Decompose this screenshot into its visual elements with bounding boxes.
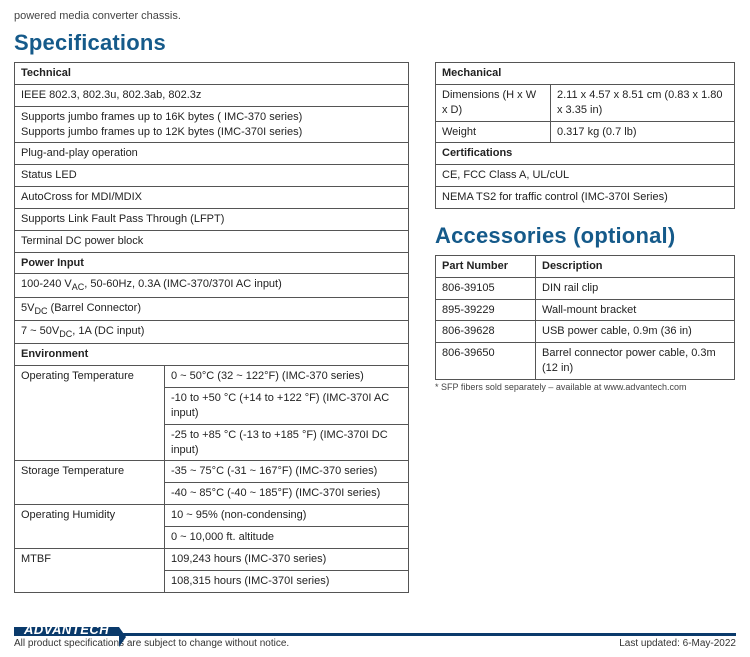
env-label: Operating Humidity: [15, 505, 165, 549]
environment-header: Environment: [15, 344, 409, 366]
power-row: 100-240 VAC, 50-60Hz, 0.3A (IMC-370/370I…: [15, 274, 409, 297]
table-row: 895-39229 Wall-mount bracket: [436, 299, 735, 321]
mech-value: 2.11 x 4.57 x 8.51 cm (0.83 x 1.80 x 3.3…: [551, 84, 735, 121]
certifications-header: Certifications: [436, 143, 735, 165]
technical-row: AutoCross for MDI/MDIX: [15, 187, 409, 209]
cert-row: NEMA TS2 for traffic control (IMC-370I S…: [436, 187, 735, 209]
accessories-col-desc: Description: [536, 255, 735, 277]
technical-row: Terminal DC power block: [15, 230, 409, 252]
env-label: Storage Temperature: [15, 461, 165, 505]
accessories-table: Part Number Description 806-39105 DIN ra…: [435, 255, 735, 380]
mech-label: Dimensions (H x W x D): [436, 84, 551, 121]
accessory-desc: Wall-mount bracket: [536, 299, 735, 321]
top-fragment-text: powered media converter chassis.: [14, 10, 736, 22]
power-row: 5VDC (Barrel Connector): [15, 297, 409, 320]
accessory-pn: 806-39628: [436, 321, 536, 343]
two-column-layout: Technical IEEE 802.3, 802.3u, 802.3ab, 8…: [14, 62, 736, 593]
left-column: Technical IEEE 802.3, 802.3u, 802.3ab, 8…: [14, 62, 409, 593]
power-header: Power Input: [15, 252, 409, 274]
mech-label: Weight: [436, 121, 551, 143]
technical-row: IEEE 802.3, 802.3u, 802.3ab, 802.3z: [15, 84, 409, 106]
env-value: 10 ~ 95% (non-condensing): [165, 505, 409, 527]
env-value: 0 ~ 50°C (32 ~ 122°F) (IMC-370 series): [165, 366, 409, 388]
accessories-footnote: * SFP fibers sold separately – available…: [435, 382, 735, 392]
footer: ADVANTECH All product specifications are…: [14, 627, 736, 657]
env-label: Operating Temperature: [15, 366, 165, 461]
table-row: 806-39105 DIN rail clip: [436, 277, 735, 299]
heading-accessories: Accessories (optional): [435, 223, 735, 249]
accessory-desc: DIN rail clip: [536, 277, 735, 299]
power-row: 7 ~ 50VDC, 1A (DC input): [15, 321, 409, 344]
env-value: 0 ~ 10,000 ft. altitude: [165, 527, 409, 549]
accessory-desc: USB power cable, 0.9m (36 in): [536, 321, 735, 343]
env-value: -25 to +85 °C (-13 to +185 °F) (IMC-370I…: [165, 424, 409, 461]
mechanical-header: Mechanical: [436, 63, 735, 85]
technical-row: Plug-and-play operation: [15, 143, 409, 165]
env-value: 109,243 hours (IMC-370 series): [165, 548, 409, 570]
technical-row: Supports jumbo frames up to 16K bytes ( …: [15, 106, 409, 143]
heading-specifications: Specifications: [14, 30, 736, 56]
footer-note: All product specifications are subject t…: [14, 638, 289, 649]
cert-row: CE, FCC Class A, UL/cUL: [436, 165, 735, 187]
mechanical-table: Mechanical Dimensions (H x W x D) 2.11 x…: [435, 62, 735, 209]
env-value: -35 ~ 75°C (-31 ~ 167°F) (IMC-370 series…: [165, 461, 409, 483]
accessory-pn: 895-39229: [436, 299, 536, 321]
mech-value: 0.317 kg (0.7 lb): [551, 121, 735, 143]
accessory-pn: 806-39650: [436, 343, 536, 380]
technical-row: Supports Link Fault Pass Through (LFPT): [15, 208, 409, 230]
table-row: 806-39650 Barrel connector power cable, …: [436, 343, 735, 380]
env-value: -40 ~ 85°C (-40 ~ 185°F) (IMC-370I serie…: [165, 483, 409, 505]
footer-updated: Last updated: 6-May-2022: [619, 638, 736, 649]
env-label: MTBF: [15, 548, 165, 592]
technical-row: Status LED: [15, 165, 409, 187]
right-column: Mechanical Dimensions (H x W x D) 2.11 x…: [435, 62, 735, 392]
env-value: -10 to +50 °C (+14 to +122 °F) (IMC-370I…: [165, 388, 409, 425]
accessories-col-pn: Part Number: [436, 255, 536, 277]
accessory-desc: Barrel connector power cable, 0.3m (12 i…: [536, 343, 735, 380]
advantech-logo: ADVANTECH: [14, 627, 119, 633]
technical-header: Technical: [15, 63, 409, 85]
env-value: 108,315 hours (IMC-370I series): [165, 570, 409, 592]
specs-table-left: Technical IEEE 802.3, 802.3u, 802.3ab, 8…: [14, 62, 409, 593]
accessory-pn: 806-39105: [436, 277, 536, 299]
table-row: 806-39628 USB power cable, 0.9m (36 in): [436, 321, 735, 343]
